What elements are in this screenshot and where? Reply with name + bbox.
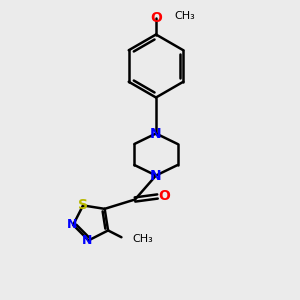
Text: O: O	[158, 190, 170, 203]
Text: CH₃: CH₃	[175, 11, 195, 22]
Text: N: N	[150, 127, 162, 140]
Text: CH₃: CH₃	[133, 234, 154, 244]
Text: N: N	[82, 234, 92, 247]
Text: S: S	[78, 198, 88, 212]
Text: O: O	[150, 11, 162, 25]
Text: N: N	[150, 169, 162, 182]
Text: N: N	[66, 218, 77, 231]
